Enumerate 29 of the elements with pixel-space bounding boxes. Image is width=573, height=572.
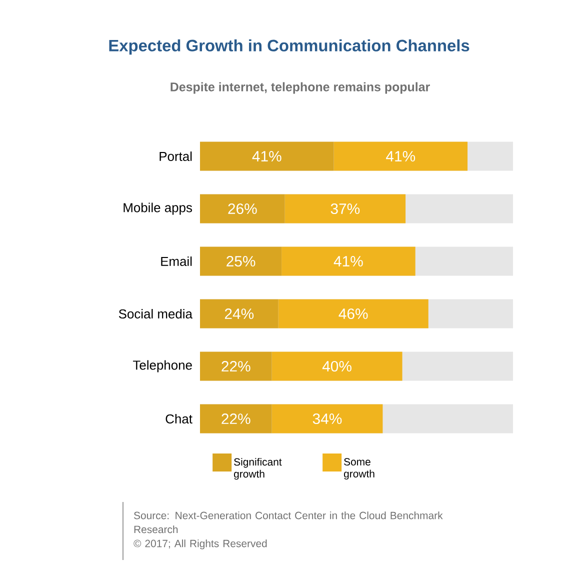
data-label: 41% xyxy=(386,151,416,162)
data-label: 46% xyxy=(338,308,368,320)
data-label: 22% xyxy=(222,413,250,424)
y-tick-label: Social media xyxy=(118,308,192,319)
y-tick-label: Telephone xyxy=(133,360,192,372)
chart-title: Expected Growth in Communication Channels xyxy=(109,39,470,55)
bar xyxy=(200,299,278,328)
y-tick-label: Chat xyxy=(166,414,192,424)
legend-label: Some growth xyxy=(344,458,374,480)
y-tick-label: Portal xyxy=(160,151,192,162)
bar xyxy=(200,404,272,434)
y-tick-label: Mobile apps xyxy=(124,202,192,215)
data-label: 41% xyxy=(252,151,282,162)
bar xyxy=(200,194,285,224)
data-label: 37% xyxy=(330,203,360,214)
data-label: 34% xyxy=(312,413,342,424)
data-label: 41% xyxy=(334,256,363,266)
bar xyxy=(200,352,272,381)
y-tick-label: Email xyxy=(161,256,192,266)
data-label: 26% xyxy=(228,203,257,214)
data-label: 40% xyxy=(322,360,352,372)
data-label: 24% xyxy=(224,308,254,320)
chart-subtitle: Despite internet, telephone remains popular xyxy=(170,82,430,94)
data-label: 22% xyxy=(222,360,250,372)
text: © 2017; All Rights Reserved xyxy=(134,540,267,550)
legend-label: Significant growth xyxy=(234,458,282,480)
bar xyxy=(200,246,282,276)
source-note: Source: Next-Generation Contact Center in the Cloud Benchmark Research xyxy=(134,512,443,534)
data-label: 25% xyxy=(226,256,256,267)
